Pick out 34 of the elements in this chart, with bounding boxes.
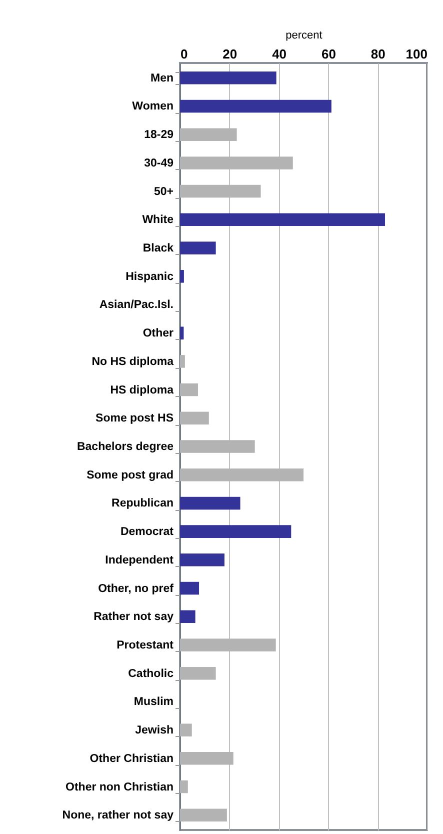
y-tick-label: Black — [142, 242, 174, 255]
x-tick-label: 20 — [222, 46, 238, 62]
y-tick-label: Other non Christian — [66, 781, 174, 794]
y-tick-label: Men — [150, 72, 174, 84]
y-tick-label: Other, no pref — [98, 582, 174, 595]
y-tick-label: Other Christian — [90, 752, 174, 765]
x-tick-label: 100 — [406, 46, 428, 62]
y-tick-label: HS diploma — [110, 384, 174, 396]
x-tick-label: 60 — [321, 46, 336, 62]
y-tick-label: Independent — [105, 554, 174, 566]
y-tick-label: No HS diploma — [92, 356, 174, 368]
y-tick-label: Muslim — [134, 696, 174, 708]
y-tick-label: White — [142, 214, 174, 226]
y-tick-label: Some post HS — [96, 412, 174, 425]
y-tick-label: Jewish — [135, 724, 174, 737]
y-tick-label: Some post grad — [86, 469, 174, 482]
y-tick-label: 18-29 — [144, 129, 174, 142]
y-tick-label: Hispanic — [126, 270, 174, 283]
y-tick-label: Rather not say — [94, 611, 174, 624]
x-tick-label: 0 — [180, 46, 188, 62]
y-tick-label: Protestant — [116, 639, 174, 652]
y-tick-label: Catholic — [128, 668, 174, 680]
y-tick-label: Bachelors degree — [76, 441, 174, 453]
y-tick-label: 30-49 — [144, 157, 174, 170]
y-tick-label: Democrat — [120, 526, 174, 538]
y-tick-label: None, rather not say — [62, 810, 174, 822]
x-axis-title: percent — [286, 30, 322, 42]
y-tick-label: Women — [132, 100, 174, 113]
y-tick-label: Other — [142, 328, 174, 340]
y-tick-label: Asian/Pac.Isl. — [99, 299, 174, 312]
y-tick-label: Republican — [112, 498, 174, 510]
x-tick-label: 80 — [370, 46, 386, 62]
x-tick-label: 40 — [272, 46, 287, 62]
y-tick-label: 50+ — [154, 186, 174, 198]
